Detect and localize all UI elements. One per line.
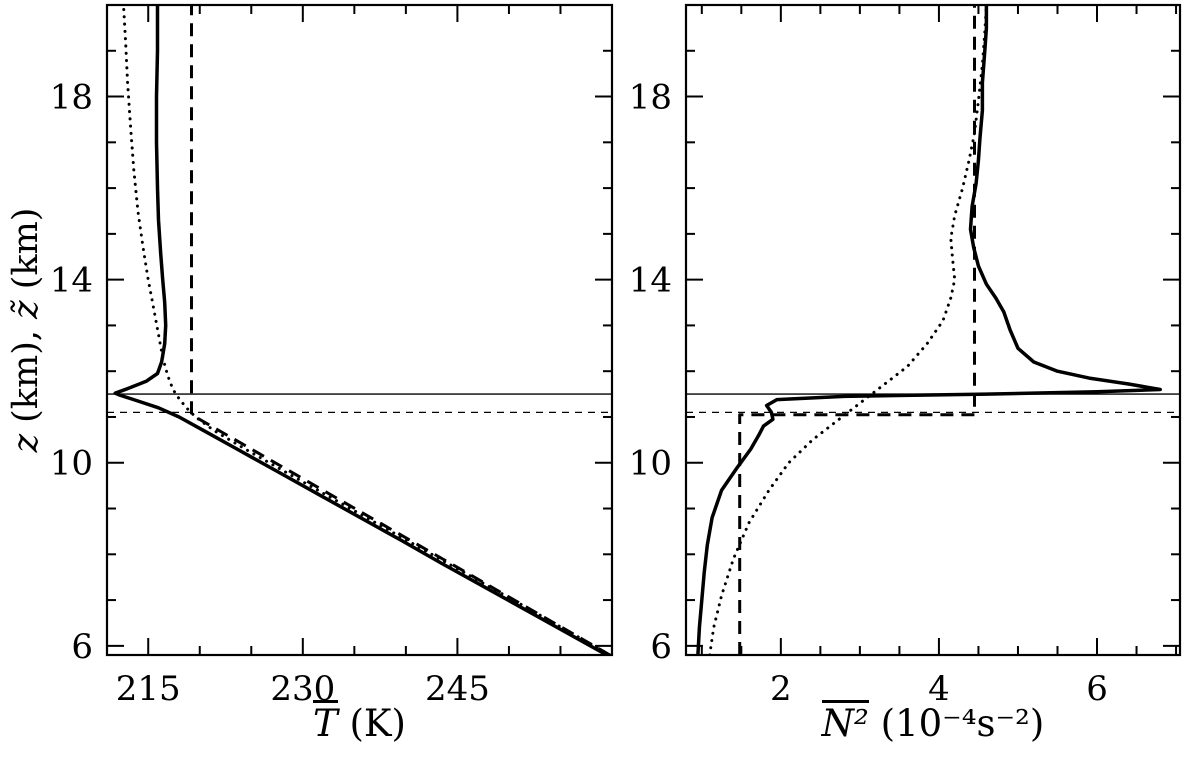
xaxis-title-0: T (K): [107, 700, 612, 746]
dotted-smoothed-N2-profile: [708, 5, 988, 655]
x-tick-label: 215: [116, 669, 181, 709]
y-tick-label: 10: [629, 444, 672, 484]
y-tick-label: 14: [50, 261, 93, 301]
x-tick-label: 2: [770, 669, 792, 709]
axes-frame: [684, 3, 1182, 657]
dashed-idealized-N2-profile: [738, 5, 976, 655]
axes-frame: [105, 3, 614, 657]
y-tick-label: 18: [629, 78, 672, 118]
y-tick-label: 6: [71, 627, 93, 667]
axis-title-part: (km),: [6, 318, 46, 434]
x-tick-label: 245: [425, 669, 490, 709]
axis-title-part: (10⁻⁴s⁻²): [868, 702, 1045, 745]
solid-mean-N2-profile: [696, 5, 1162, 655]
axis-title-part: z̃: [6, 300, 46, 319]
y-tick-label: 14: [629, 261, 672, 301]
x-tick-label: 6: [1086, 669, 1108, 709]
axis-title-part: N²: [821, 700, 869, 745]
panel-buoyancy-frequency: 2 4 6 6 10 14 18: [629, 3, 1182, 709]
x-tick-label: 4: [928, 669, 950, 709]
solid-mean-temperature-profile: [113, 5, 608, 655]
axis-title-part: (K): [337, 702, 406, 745]
axis-title-part: T: [313, 700, 338, 745]
axis-title-part: (km): [6, 207, 46, 301]
yaxis-title: z (km), z̃ (km): [6, 208, 46, 453]
y-tick-label: 10: [50, 444, 93, 484]
dotted-smoothed-temperature-profile: [122, 5, 612, 655]
xaxis-title-1: N² (10⁻⁴s⁻²): [686, 700, 1180, 746]
y-tick-label: 6: [650, 627, 672, 667]
axis-title-part: z: [6, 433, 46, 453]
dashed-idealized-temperature-profile: [190, 5, 611, 655]
y-tick-label: 18: [50, 78, 93, 118]
